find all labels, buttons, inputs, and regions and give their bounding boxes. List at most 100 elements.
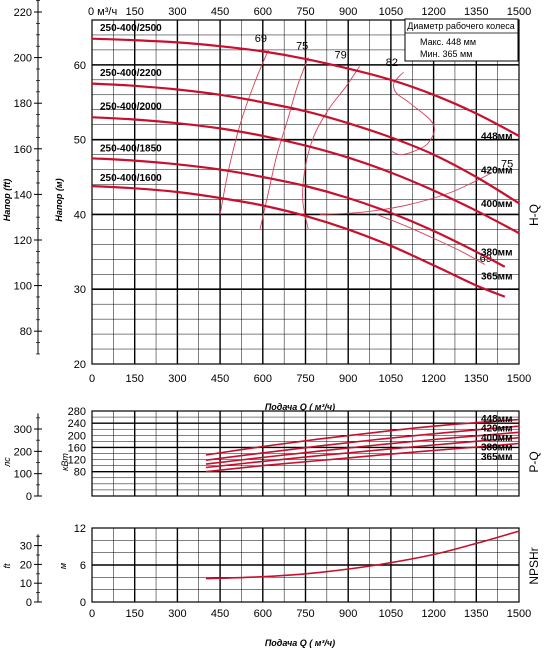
- hq-y-tick-m: 40: [74, 209, 86, 221]
- pq-y-tick-kw: 120: [68, 455, 86, 467]
- pq-curve: [205, 442, 520, 473]
- hq-x-tick-label: 750: [296, 373, 314, 385]
- pq-curve: [205, 431, 520, 465]
- hq-y-tick-ft: 220: [14, 7, 32, 19]
- hq-y-tick-m: 50: [74, 135, 86, 147]
- hq-x-top-tick-label: 750: [296, 6, 314, 18]
- efficiency-curve: [219, 49, 269, 215]
- npsh-grid: [91, 527, 520, 603]
- hq-y-tick-ft: 160: [14, 144, 32, 156]
- pq-impeller-label: 380мм: [481, 443, 512, 454]
- hq-x-tick-label: 150: [126, 373, 144, 385]
- hq-grid: [91, 19, 520, 365]
- npsh-x-tick-label: 1050: [379, 608, 403, 620]
- hq-curve: [91, 82, 520, 205]
- efficiency-curve: [259, 57, 309, 230]
- npsh-y-tick-ft: 10: [20, 578, 32, 590]
- hq-x-tick-label: 300: [168, 373, 186, 385]
- hq-left-axis-label: Напор (ft): [2, 179, 12, 222]
- pq-curve: [205, 418, 520, 456]
- pq-y-tick-kw: 80: [74, 467, 86, 479]
- hq-y-tick-ft: 120: [14, 235, 32, 247]
- pq-curve: [205, 436, 520, 469]
- npsh-x-tick-label: 750: [296, 608, 314, 620]
- pq-curve: [205, 425, 520, 461]
- pq-impeller-label: 400мм: [481, 433, 512, 444]
- npsh-curve: [205, 530, 520, 580]
- pq-series: [205, 418, 520, 473]
- npsh-x-tick-label: 1350: [464, 608, 488, 620]
- hq-y-tick-m: 20: [74, 359, 86, 371]
- efficiency-curve: [390, 71, 435, 156]
- impeller-size-label: 400мм: [481, 199, 512, 210]
- pq-y-tick-kw: 240: [68, 418, 86, 430]
- hq-x-top-tick-label: 1200: [421, 6, 445, 18]
- impeller-size-label: 448мм: [481, 132, 512, 143]
- hq-x-top-tick-label: 150: [126, 6, 144, 18]
- pq-side-label: P-Q: [527, 451, 541, 472]
- hq-curve: [91, 157, 506, 268]
- pq-right-axis-label: кВт: [60, 453, 70, 471]
- pq-y-tick-kw: 160: [68, 442, 86, 454]
- pq-y-tick-hp: 200: [14, 446, 32, 458]
- hq-y-tick-ft: 140: [14, 189, 32, 201]
- model-label: 250-400/2200: [100, 68, 162, 79]
- npsh-y-tick-ft: 0: [26, 597, 32, 609]
- model-label: 250-400/1600: [100, 173, 162, 184]
- x-top-unit-label: 0 м³/ч: [88, 6, 117, 18]
- pq-y-tick-hp: 0: [26, 491, 32, 503]
- npsh-series: [205, 530, 520, 580]
- npsh-y-tick-ft: 20: [20, 559, 32, 571]
- npsh-x-tick-label: 450: [211, 608, 229, 620]
- hq-x-tick-label: 0: [89, 373, 95, 385]
- hq-y-tick-ft: 180: [14, 98, 32, 110]
- hq-y-tick-m: 30: [74, 284, 86, 296]
- hq-x-tick-label: 1050: [379, 373, 403, 385]
- efficiency-curve: [319, 172, 491, 215]
- hq-x-tick-label: 1500: [507, 373, 531, 385]
- hq-curve: [91, 116, 520, 235]
- npsh-x-tick-label: 1200: [421, 608, 445, 620]
- npsh-y-tick-m: 0: [80, 597, 86, 609]
- npsh-side-label: NPSHr: [527, 547, 541, 584]
- pq-impeller-label: 448мм: [481, 414, 512, 425]
- hq-x-tick-label: 450: [211, 373, 229, 385]
- model-label: 250-400/1850: [100, 144, 162, 155]
- hq-y-tick-ft: 80: [20, 326, 32, 338]
- hq-side-label: H-Q: [527, 204, 541, 226]
- pq-impeller-label: 420мм: [481, 424, 512, 435]
- pq-left-axis-label: лс: [2, 457, 12, 468]
- pq-y-tick-kw: 200: [68, 430, 86, 442]
- hq-ticks: 0 150 150 300 300 450 450 600 600 750 750 900 900 105…: [14, 0, 531, 385]
- npsh-y-tick-m: 12: [74, 523, 86, 535]
- npsh-left-axis-label: ft: [2, 563, 12, 569]
- hq-panel: 0 150 150 300 300 450 450 600 600 750 750 900 900 105…: [2, 0, 541, 412]
- legend-max: Макс. 448 мм: [420, 37, 476, 47]
- hq-x-top-tick-label: 450: [211, 6, 229, 18]
- pq-y-tick-hp: 300: [14, 424, 32, 436]
- hq-x-tick-label: 600: [254, 373, 272, 385]
- hq-x-axis-label: Подача Q ( м³/ч): [265, 402, 335, 412]
- impeller-size-label: 420мм: [481, 165, 512, 176]
- efficiency-label: 75: [296, 40, 308, 52]
- efficiency-curve: [376, 213, 486, 265]
- hq-x-tick-label: 1350: [464, 373, 488, 385]
- legend-title: Диаметр рабочего колеса: [407, 21, 515, 31]
- npsh-x-tick-label: 900: [339, 608, 357, 620]
- npsh-x-tick-label: 1500: [507, 608, 531, 620]
- hq-right-axis-label: Напор (м): [54, 178, 64, 221]
- hq-series: [91, 37, 520, 298]
- hq-y-tick-m: 60: [74, 60, 86, 72]
- npsh-y-tick-m: 6: [80, 560, 86, 572]
- impeller-size-label: 365мм: [481, 271, 512, 282]
- npsh-x-axis-label: Подача Q ( м³/ч): [265, 638, 335, 648]
- hq-x-top-tick-label: 1350: [464, 6, 488, 18]
- hq-x-top-tick-label: 600: [254, 6, 272, 18]
- hq-y-tick-ft: 100: [14, 281, 32, 293]
